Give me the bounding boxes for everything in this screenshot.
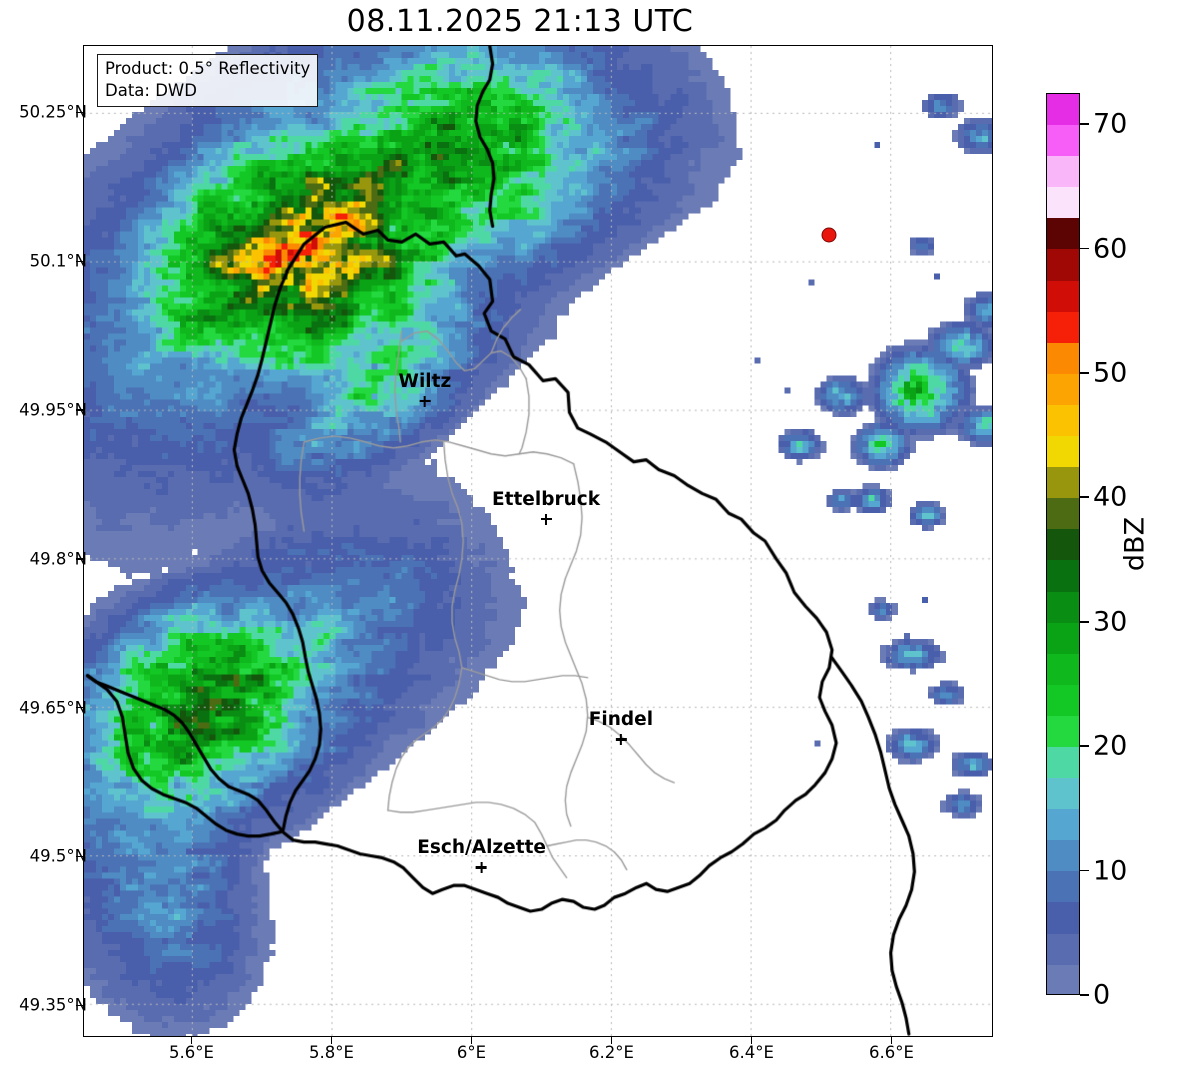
colorbar-segment	[1047, 404, 1079, 437]
colorbar-segment	[1047, 591, 1079, 623]
colorbar-segment	[1047, 249, 1079, 281]
y-tickmark	[76, 1004, 83, 1006]
colorbar-tick-label: 10	[1093, 855, 1128, 887]
y-tick-label: 49.35°N	[19, 995, 87, 1015]
y-tick-label: 50.1°N	[29, 251, 87, 271]
colorbar-tick-label: 50	[1093, 357, 1128, 389]
colorbar-segment	[1047, 840, 1079, 872]
colorbar-tickmark	[1080, 247, 1089, 250]
radar-map-plot[interactable]: Product: 0.5° Reflectivity Data: DWD Wil…	[83, 45, 993, 1037]
colorbar-segment	[1047, 902, 1079, 934]
colorbar-segment	[1047, 684, 1079, 716]
x-tick-label: 6.2°E	[589, 1043, 634, 1062]
x-tick-label: 5.8°E	[309, 1043, 354, 1062]
x-tick-label: 6.6°E	[869, 1043, 914, 1062]
colorbar-axis-label: dBZ	[1119, 516, 1151, 572]
colorbar-tickmark	[1080, 123, 1089, 125]
y-tickmark	[76, 111, 83, 114]
y-tickmark	[76, 855, 83, 858]
colorbar-segment	[1047, 778, 1079, 810]
colorbar-tick-label: 30	[1093, 606, 1128, 638]
colorbar-segment	[1047, 311, 1079, 343]
colorbar-segment	[1047, 280, 1079, 312]
colorbar-tickmark	[1080, 745, 1089, 748]
colorbar-tick-label: 20	[1093, 730, 1128, 762]
y-tick-label: 50.25°N	[19, 102, 87, 122]
colorbar-segment	[1047, 746, 1079, 779]
x-tickmark	[890, 1037, 893, 1044]
colorbar-tick-label: 60	[1093, 233, 1128, 265]
colorbar-segment	[1047, 653, 1079, 685]
colorbar-segment	[1047, 187, 1079, 219]
radar-site-icon[interactable]	[821, 227, 837, 243]
colorbar-segment	[1047, 715, 1079, 747]
x-tickmark	[750, 1037, 753, 1044]
colorbar-segment	[1047, 94, 1079, 126]
colorbar-tick-label: 40	[1093, 481, 1128, 513]
colorbar-segment	[1047, 156, 1079, 188]
x-tick-label: 6.4°E	[729, 1043, 774, 1062]
colorbar-tickmark	[1080, 620, 1089, 623]
y-tick-label: 49.65°N	[19, 698, 87, 718]
colorbar-tickmark	[1080, 869, 1089, 872]
info-data-line: Data: DWD	[105, 80, 197, 100]
colorbar-segment	[1047, 560, 1079, 592]
colorbar-segment	[1047, 436, 1079, 468]
colorbar-segment	[1047, 809, 1079, 841]
y-tickmark	[76, 706, 83, 709]
colorbar-segment	[1047, 218, 1079, 250]
info-product-line: Product: 0.5° Reflectivity	[105, 59, 311, 78]
colorbar-segment	[1047, 871, 1079, 903]
y-tickmark	[76, 409, 83, 411]
colorbar-segment	[1047, 373, 1079, 405]
x-tickmark	[330, 1037, 333, 1044]
map-borders-layer	[84, 46, 992, 1036]
colorbar-segment	[1047, 964, 1079, 994]
x-tickmark	[610, 1037, 613, 1044]
colorbar-segment	[1047, 529, 1079, 561]
colorbar-segment	[1047, 342, 1079, 374]
product-info-box: Product: 0.5° Reflectivity Data: DWD	[97, 54, 319, 107]
colorbar-tickmark	[1080, 372, 1089, 374]
colorbar-segment	[1047, 933, 1079, 965]
y-tickmark	[76, 260, 83, 262]
x-tickmark	[470, 1037, 473, 1044]
x-tick-label: 6°E	[456, 1043, 487, 1062]
colorbar-tick-label: 0	[1093, 979, 1111, 1011]
y-tick-label: 49.8°N	[29, 549, 87, 569]
colorbar-segment	[1047, 498, 1079, 530]
colorbar-tick-label: 70	[1093, 108, 1128, 140]
colorbar-tickmark	[1080, 994, 1089, 996]
y-tick-label: 49.5°N	[29, 846, 87, 866]
colorbar	[1046, 93, 1080, 995]
y-tick-label: 49.95°N	[19, 400, 87, 420]
colorbar-tickmark	[1080, 496, 1089, 499]
x-tick-label: 5.6°E	[169, 1043, 214, 1062]
colorbar-segment	[1047, 622, 1079, 654]
y-tickmark	[76, 558, 83, 560]
x-tickmark	[190, 1037, 193, 1044]
colorbar-segment	[1047, 125, 1079, 157]
page-title: 08.11.2025 21:13 UTC	[346, 4, 694, 39]
colorbar-segment	[1047, 467, 1079, 499]
